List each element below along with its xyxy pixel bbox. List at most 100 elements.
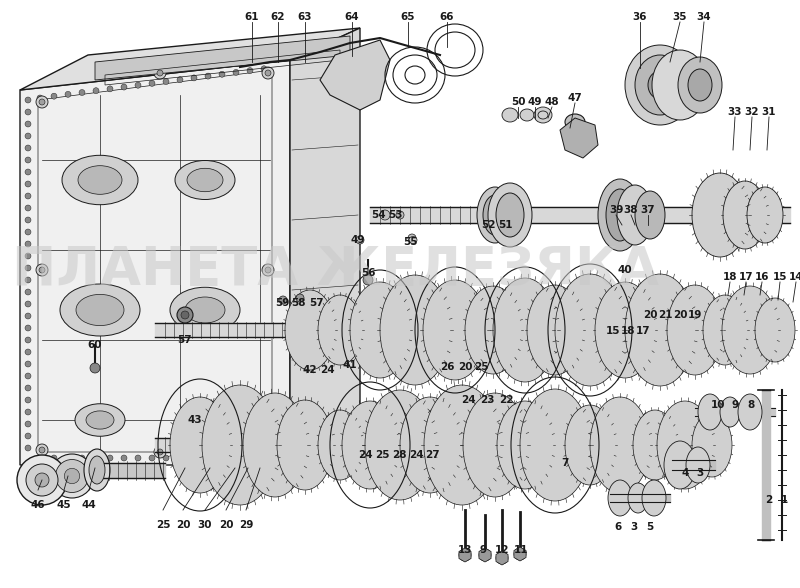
Ellipse shape xyxy=(380,275,450,385)
Text: 37: 37 xyxy=(641,205,655,215)
Text: 20: 20 xyxy=(176,520,190,530)
Ellipse shape xyxy=(606,189,634,241)
Circle shape xyxy=(25,181,31,187)
Polygon shape xyxy=(514,547,526,561)
Circle shape xyxy=(25,373,31,379)
Ellipse shape xyxy=(423,280,487,380)
Text: 25: 25 xyxy=(474,362,488,372)
Text: 9: 9 xyxy=(479,545,486,555)
Circle shape xyxy=(36,444,48,456)
Circle shape xyxy=(279,296,287,304)
Text: 7: 7 xyxy=(562,458,569,468)
Circle shape xyxy=(37,95,43,101)
Ellipse shape xyxy=(747,187,783,243)
Ellipse shape xyxy=(400,397,460,493)
Circle shape xyxy=(25,409,31,415)
Ellipse shape xyxy=(688,69,712,101)
Text: 47: 47 xyxy=(568,93,582,103)
Ellipse shape xyxy=(50,454,94,498)
Circle shape xyxy=(233,455,239,461)
Circle shape xyxy=(149,81,155,86)
Circle shape xyxy=(39,447,45,453)
Circle shape xyxy=(25,157,31,163)
Circle shape xyxy=(79,455,85,461)
Ellipse shape xyxy=(342,401,398,489)
Ellipse shape xyxy=(617,185,653,245)
Circle shape xyxy=(265,267,271,273)
Ellipse shape xyxy=(692,413,732,477)
Circle shape xyxy=(25,397,31,403)
Text: 24: 24 xyxy=(461,395,475,405)
Ellipse shape xyxy=(55,459,89,493)
Text: 6: 6 xyxy=(614,522,622,532)
Text: 58: 58 xyxy=(290,298,306,308)
Polygon shape xyxy=(560,118,598,158)
Circle shape xyxy=(65,455,71,461)
Circle shape xyxy=(262,444,274,456)
Ellipse shape xyxy=(78,166,122,194)
Circle shape xyxy=(177,307,193,323)
Ellipse shape xyxy=(243,393,307,497)
Ellipse shape xyxy=(497,401,553,489)
Text: 15: 15 xyxy=(606,326,620,336)
Ellipse shape xyxy=(652,50,708,120)
Text: 32: 32 xyxy=(745,107,759,117)
Ellipse shape xyxy=(84,449,110,491)
Polygon shape xyxy=(95,36,350,80)
Ellipse shape xyxy=(698,394,722,430)
Circle shape xyxy=(37,455,43,461)
Circle shape xyxy=(219,71,225,77)
Ellipse shape xyxy=(635,55,685,115)
Circle shape xyxy=(25,349,31,355)
Ellipse shape xyxy=(657,401,713,489)
Text: 23: 23 xyxy=(480,395,494,405)
Text: 9: 9 xyxy=(731,400,738,410)
Circle shape xyxy=(90,363,100,373)
Text: 25: 25 xyxy=(374,450,390,460)
Text: 62: 62 xyxy=(270,12,286,22)
Ellipse shape xyxy=(723,181,767,249)
Text: 57: 57 xyxy=(178,335,192,345)
Text: 56: 56 xyxy=(361,268,375,278)
Circle shape xyxy=(121,84,127,90)
Circle shape xyxy=(25,253,31,259)
Text: 40: 40 xyxy=(618,265,632,275)
Text: 20: 20 xyxy=(458,362,472,372)
Text: 34: 34 xyxy=(697,12,711,22)
Text: 36: 36 xyxy=(633,12,647,22)
Ellipse shape xyxy=(89,456,105,484)
Ellipse shape xyxy=(648,71,672,99)
Circle shape xyxy=(177,77,183,83)
Text: 53: 53 xyxy=(388,210,402,220)
Text: 1: 1 xyxy=(780,495,788,505)
Text: 19: 19 xyxy=(688,310,702,320)
Text: 28: 28 xyxy=(392,450,406,460)
Ellipse shape xyxy=(193,412,217,428)
Ellipse shape xyxy=(26,464,58,496)
Text: 49: 49 xyxy=(350,235,366,245)
Ellipse shape xyxy=(483,195,507,235)
Circle shape xyxy=(219,455,225,461)
Circle shape xyxy=(181,311,189,319)
Ellipse shape xyxy=(720,397,740,427)
Circle shape xyxy=(408,234,416,242)
Circle shape xyxy=(380,210,390,220)
Circle shape xyxy=(25,109,31,115)
Circle shape xyxy=(25,325,31,331)
Circle shape xyxy=(177,455,183,461)
Text: 45: 45 xyxy=(57,500,71,510)
Ellipse shape xyxy=(534,107,552,123)
Text: 14: 14 xyxy=(789,272,800,282)
Text: 49: 49 xyxy=(528,97,542,107)
Circle shape xyxy=(363,275,373,285)
Ellipse shape xyxy=(202,385,278,505)
Text: 51: 51 xyxy=(498,220,512,230)
Ellipse shape xyxy=(285,290,335,370)
Circle shape xyxy=(514,548,526,560)
Ellipse shape xyxy=(625,274,695,386)
Circle shape xyxy=(25,241,31,247)
Circle shape xyxy=(479,549,491,561)
Circle shape xyxy=(154,446,166,458)
Polygon shape xyxy=(479,548,491,562)
Circle shape xyxy=(51,455,57,461)
